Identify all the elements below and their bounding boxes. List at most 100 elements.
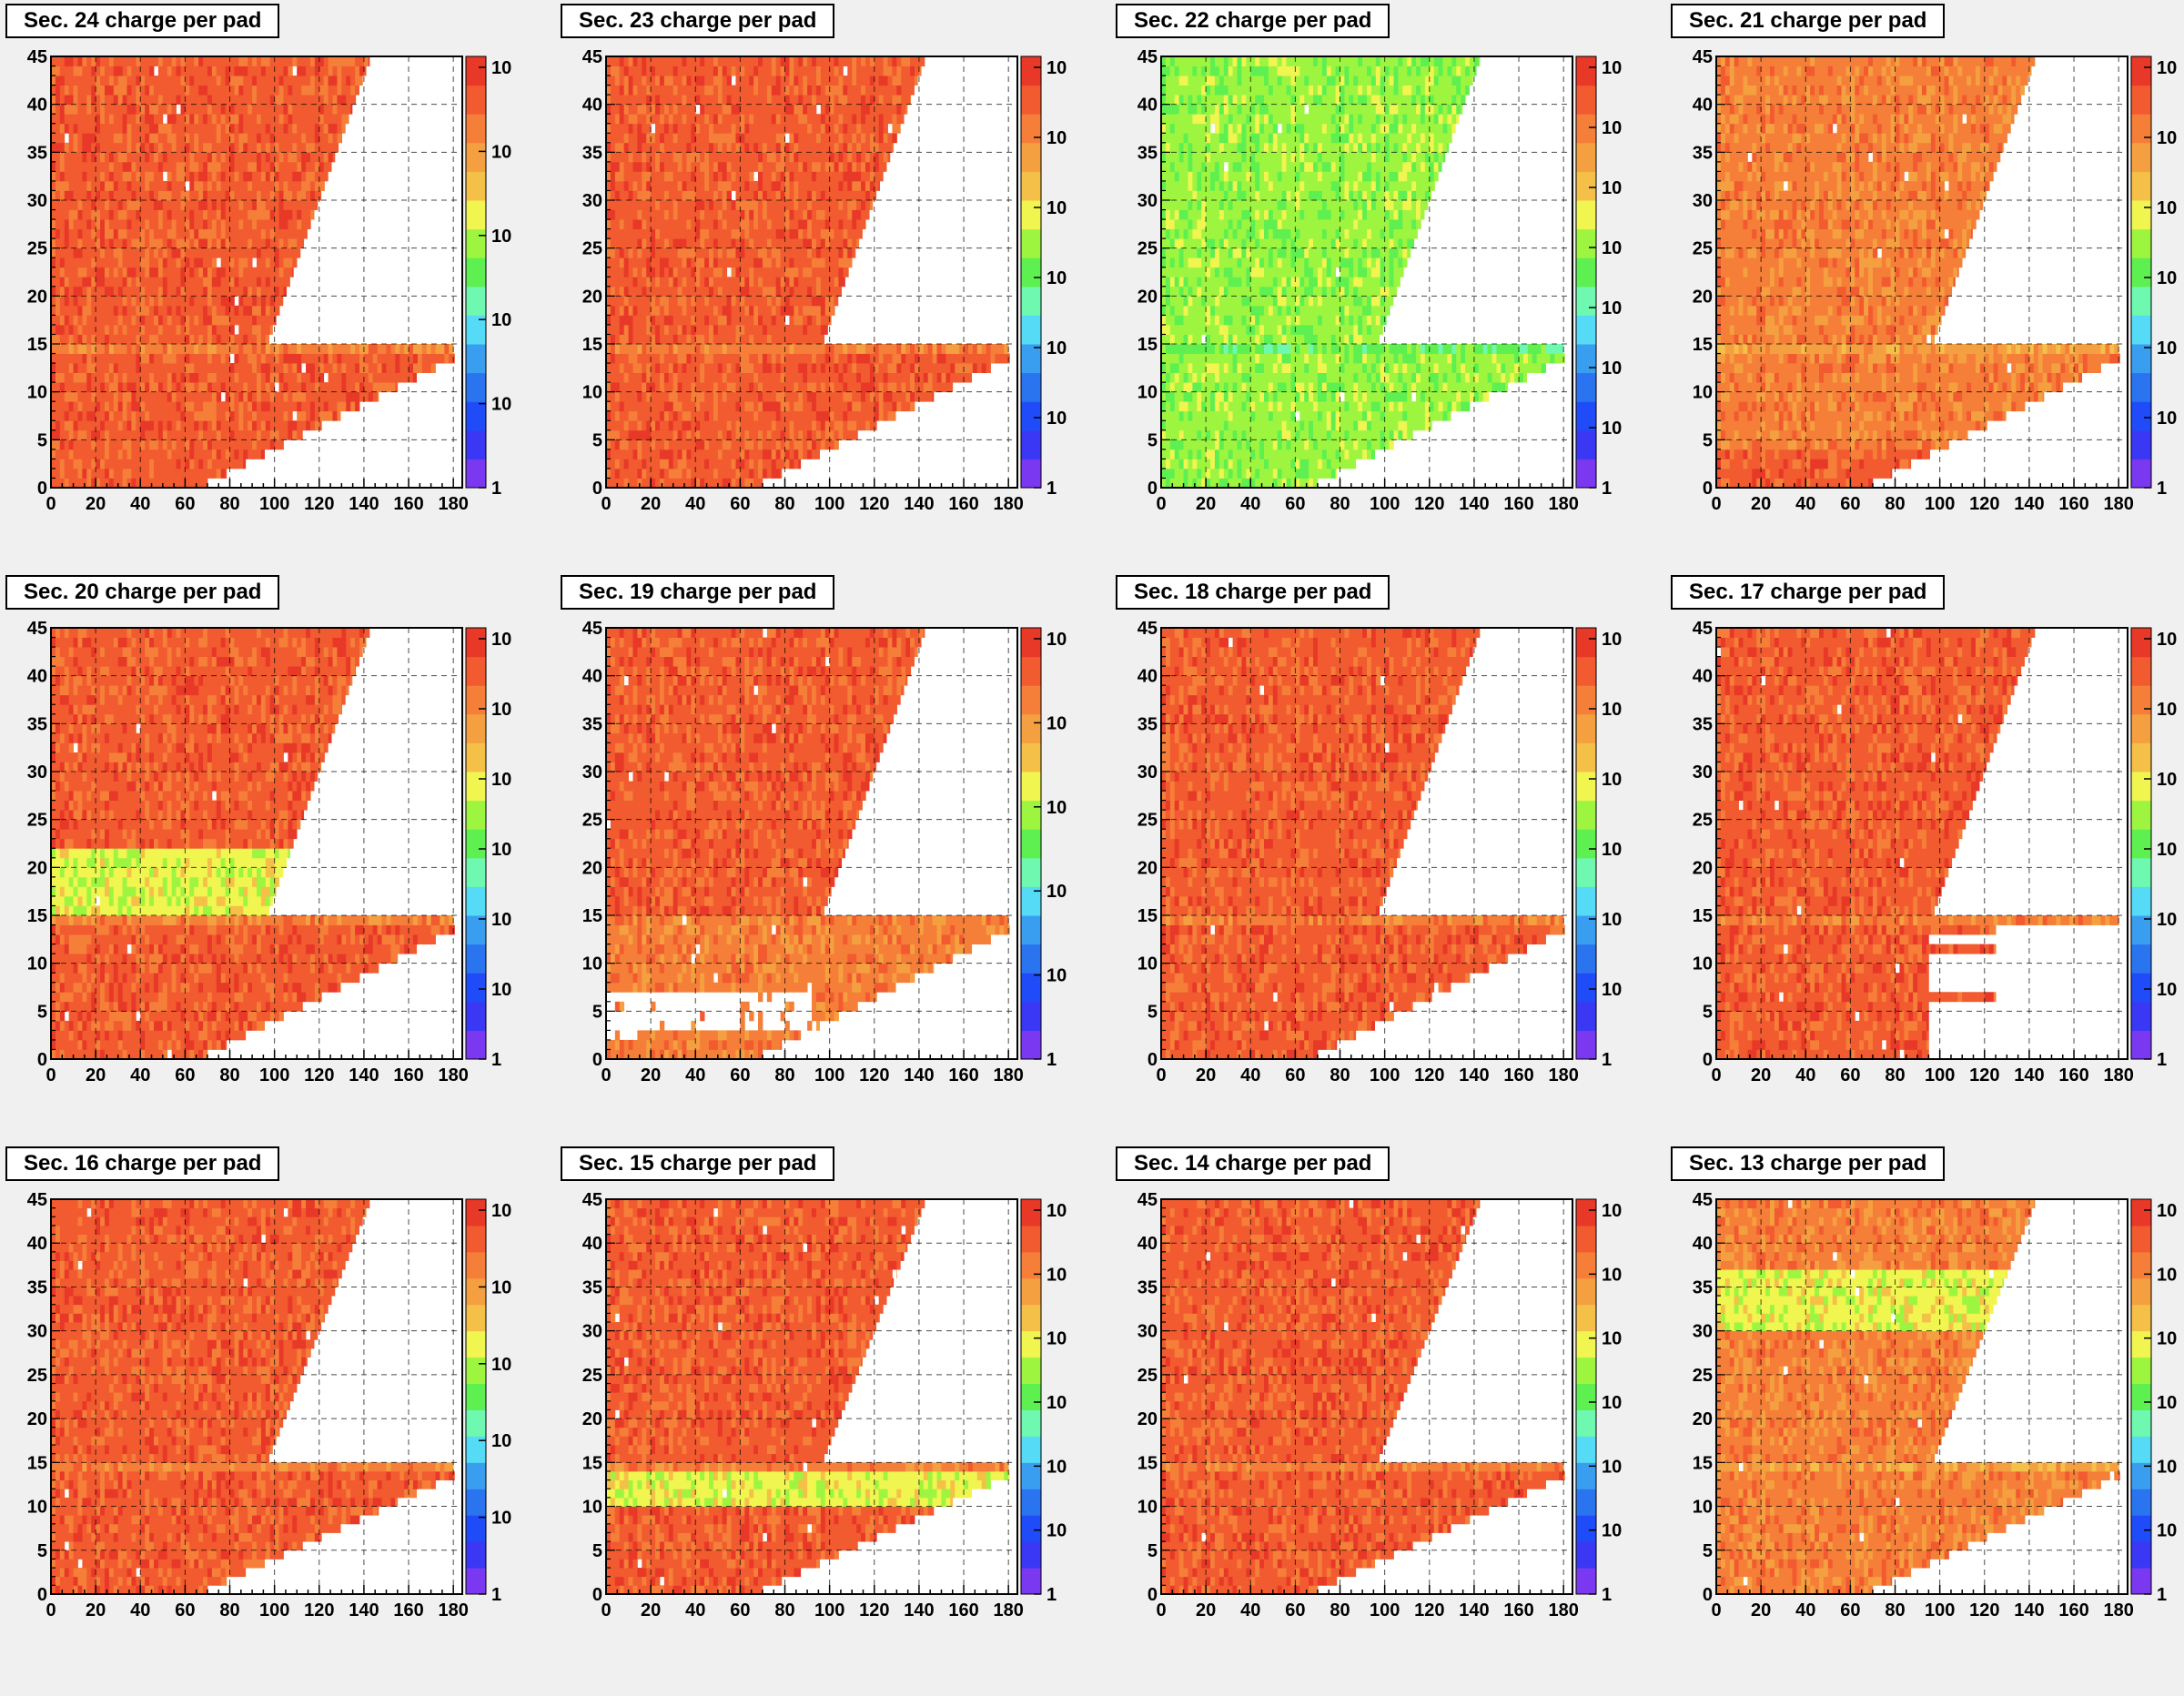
- heatmap-cell: [114, 344, 118, 354]
- heatmap-cell: [838, 210, 843, 220]
- heatmap-cell: [834, 344, 839, 354]
- heatmap-cell: [744, 306, 749, 316]
- heatmap-cell: [288, 238, 292, 248]
- heatmap-cell: [669, 315, 673, 325]
- heatmap-cell: [189, 133, 194, 143]
- heatmap-cell: [807, 210, 812, 220]
- heatmap-cell: [283, 373, 288, 383]
- heatmap-cell: [140, 382, 145, 392]
- heatmap-cell: [238, 325, 243, 335]
- heatmap-cell: [194, 210, 198, 220]
- heatmap-cell: [669, 171, 673, 181]
- heatmap-cell: [69, 287, 74, 297]
- heatmap-cell: [651, 478, 655, 488]
- heatmap-cell: [632, 296, 637, 306]
- color-scale-step: [466, 200, 486, 229]
- heatmap-cell: [221, 124, 226, 134]
- heatmap-cell: [198, 181, 203, 191]
- heatmap-cell: [749, 210, 753, 220]
- heatmap-cell: [624, 411, 629, 421]
- heatmap-cell: [221, 277, 226, 287]
- heatmap-cell: [655, 401, 660, 411]
- heatmap-cell: [266, 248, 270, 258]
- heatmap-cell: [341, 95, 346, 105]
- heatmap-cell: [865, 190, 870, 200]
- heatmap-cell: [297, 229, 301, 239]
- heatmap-cell: [830, 162, 834, 172]
- heatmap-cell: [297, 238, 301, 248]
- heatmap-cell: [145, 86, 149, 96]
- heatmap-cell: [803, 190, 807, 200]
- heatmap-cell: [96, 344, 100, 354]
- heatmap-cell: [642, 315, 646, 325]
- heatmap-cell: [933, 392, 935, 402]
- heatmap-cell: [763, 238, 767, 248]
- heatmap-cell: [74, 133, 78, 143]
- heatmap-cell: [261, 66, 266, 76]
- heatmap-cell: [158, 315, 163, 325]
- heatmap-cell: [847, 392, 852, 402]
- heatmap-cell: [732, 449, 736, 459]
- heatmap-cell: [118, 86, 123, 96]
- heatmap-cell: [60, 315, 65, 325]
- heatmap-cell: [279, 219, 284, 229]
- heatmap-cell: [266, 277, 270, 287]
- heatmap-cell: [856, 219, 861, 229]
- heatmap-cell: [718, 287, 723, 297]
- x-tick-label: 180: [438, 494, 468, 514]
- heatmap-cell: [310, 392, 315, 402]
- heatmap-cell: [852, 363, 856, 373]
- heatmap-cell: [105, 248, 109, 258]
- heatmap-cell: [177, 287, 181, 297]
- heatmap-cell: [297, 210, 301, 220]
- heatmap-cell: [723, 152, 727, 162]
- heatmap-cell: [60, 430, 65, 440]
- heatmap-cell: [82, 392, 86, 402]
- heatmap-cell: [127, 306, 132, 316]
- heatmap-cell: [642, 382, 646, 392]
- heatmap-cell: [283, 344, 288, 354]
- heatmap-cell: [252, 152, 257, 162]
- heatmap-cell: [655, 363, 660, 373]
- heatmap-cell: [252, 344, 257, 354]
- heatmap-cell: [812, 306, 816, 316]
- heatmap-cell: [686, 277, 691, 287]
- heatmap-cell: [203, 439, 207, 449]
- heatmap-cell: [758, 439, 763, 449]
- heatmap-cell: [203, 86, 207, 96]
- heatmap-cell: [243, 162, 248, 172]
- heatmap-cell: [812, 363, 816, 373]
- heatmap-cell: [713, 459, 718, 469]
- heatmap-cell: [310, 95, 315, 105]
- heatmap-cell: [279, 268, 284, 278]
- heatmap-cell: [785, 363, 790, 373]
- heatmap-cell: [145, 401, 149, 411]
- heatmap-cell: [100, 124, 105, 134]
- heatmap-cell: [189, 306, 194, 316]
- heatmap-cell: [149, 449, 154, 459]
- heatmap-cell: [65, 354, 69, 364]
- heatmap-cell: [772, 190, 776, 200]
- heatmap-cell: [238, 95, 243, 105]
- heatmap-cell: [145, 95, 149, 105]
- heatmap-cell: [297, 76, 301, 86]
- heatmap-cell: [686, 257, 691, 268]
- heatmap-cell: [753, 200, 758, 210]
- heatmap-cell: [763, 392, 767, 402]
- heatmap-cell: [163, 478, 167, 488]
- heatmap-cell: [776, 306, 781, 316]
- heatmap-cell: [86, 439, 91, 449]
- heatmap-cell: [776, 430, 781, 440]
- heatmap-cell: [82, 439, 86, 449]
- heatmap-cell: [100, 190, 105, 200]
- heatmap-cell: [279, 287, 284, 297]
- heatmap-cell: [306, 152, 310, 162]
- heatmap-cell: [838, 257, 843, 268]
- heatmap-cell: [86, 459, 91, 469]
- heatmap-cell: [297, 219, 301, 229]
- heatmap-cell: [194, 287, 198, 297]
- heatmap-cell: [288, 66, 292, 76]
- heatmap-cell: [910, 344, 915, 354]
- heatmap-cell: [301, 344, 306, 354]
- heatmap-cell: [673, 200, 678, 210]
